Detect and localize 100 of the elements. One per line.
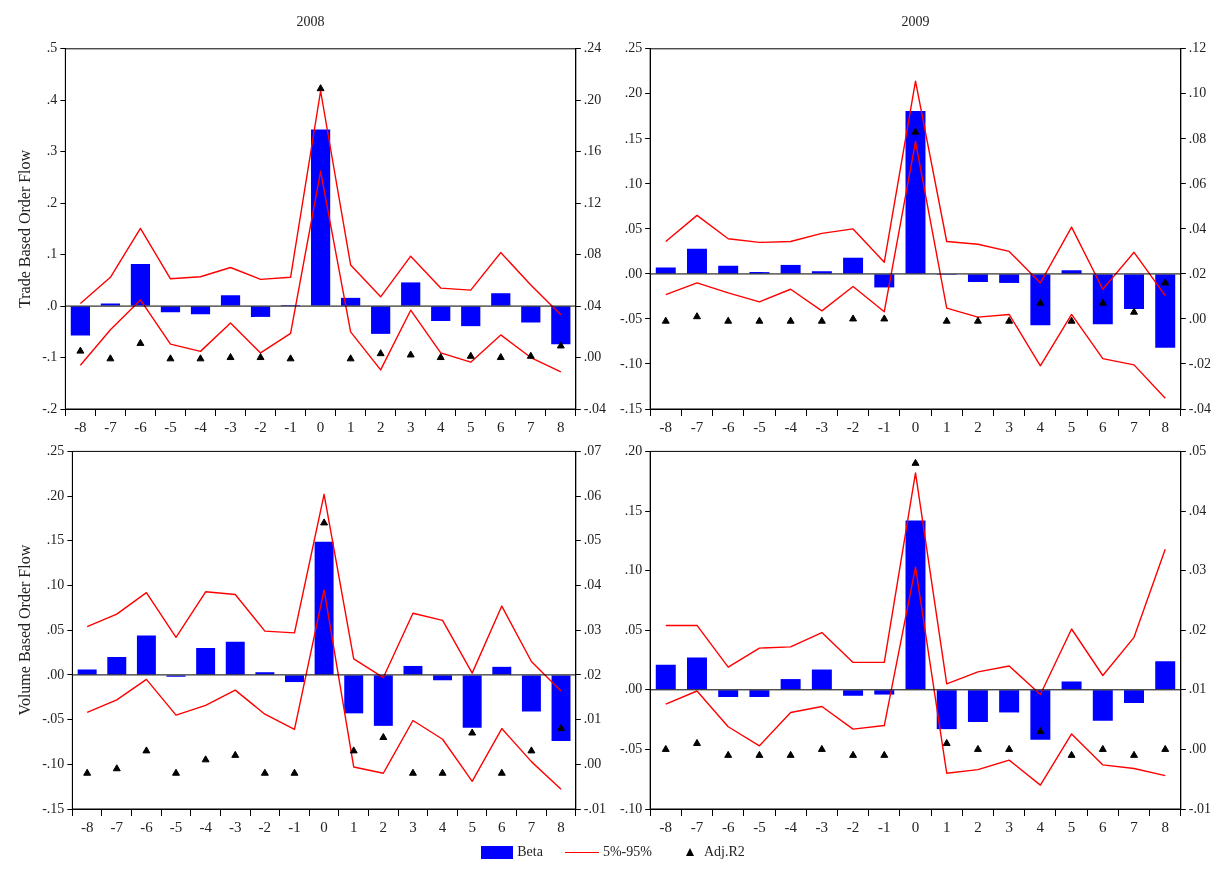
- y2-tick-label: .04: [583, 297, 602, 313]
- x-tick-label: 1: [346, 418, 355, 435]
- y-tick-label: -.05: [42, 711, 65, 727]
- y-tick-label: .20: [624, 443, 643, 459]
- y-axis-title: Trade Based Order Flow: [15, 149, 33, 308]
- y2-tick-label: -.01: [583, 800, 607, 816]
- y-tick-label: -.10: [619, 355, 643, 371]
- x-tick-label: -3: [224, 418, 237, 435]
- y2-tick-label: .04: [583, 577, 602, 593]
- x-tick-label: 5: [1067, 418, 1076, 435]
- y-tick-label: -.10: [619, 800, 643, 816]
- x-tick-label: -6: [134, 418, 148, 435]
- y-tick-label: .0: [46, 297, 58, 313]
- y2-tick-label: .07: [583, 443, 602, 459]
- y2-tick-label: .02: [1188, 621, 1207, 637]
- x-tick-label: -5: [753, 418, 766, 435]
- x-tick-label: -2: [254, 418, 267, 435]
- y-tick-label: .00: [624, 681, 643, 697]
- x-tick-label: 7: [1130, 818, 1139, 835]
- x-tick-label: 3: [406, 418, 415, 435]
- y-tick-label: .15: [46, 532, 65, 548]
- x-tick-label: 8: [557, 418, 565, 435]
- y2-tick-label: -.02: [1188, 355, 1212, 371]
- y2-tick-label: .16: [583, 143, 602, 159]
- x-tick-label: -5: [169, 818, 183, 835]
- x-tick-label: -7: [104, 418, 118, 435]
- y-tick-label: .15: [624, 502, 643, 518]
- x-tick-label: 5: [466, 418, 475, 435]
- x-tick-label: 6: [497, 418, 506, 435]
- y2-tick-label: .06: [583, 487, 602, 503]
- x-tick-label: 4: [438, 818, 447, 835]
- y2-tick-label: .08: [1188, 130, 1207, 146]
- x-tick-label: 1: [942, 418, 951, 435]
- x-tick-label: 4: [436, 418, 445, 435]
- x-tick-label: 3: [1005, 818, 1013, 835]
- y-tick-label: -.10: [42, 755, 65, 771]
- x-tick-label: 8: [557, 818, 565, 835]
- y2-tick-label: .00: [1188, 741, 1207, 757]
- legend-label: Beta: [517, 844, 543, 860]
- x-tick-label: -1: [878, 818, 891, 835]
- y-tick-label: -.05: [619, 741, 643, 757]
- y2-tick-label: .02: [583, 666, 602, 682]
- x-tick-label: -6: [721, 818, 735, 835]
- y-tick-label: -.05: [619, 310, 643, 326]
- x-tick-label: 6: [498, 818, 507, 835]
- y2-tick-label: .00: [583, 755, 602, 771]
- x-tick-label: -5: [164, 418, 177, 435]
- y-tick-label: -.15: [619, 400, 643, 416]
- legend-label: 5%-95%: [602, 844, 652, 860]
- y2-tick-label: .01: [1188, 681, 1207, 697]
- x-tick-label: 1: [942, 818, 951, 835]
- x-tick-label: -8: [80, 818, 94, 835]
- y2-tick-label: -.01: [1188, 800, 1212, 816]
- x-tick-label: -7: [110, 818, 124, 835]
- y-axis-title: Volume Based Order Flow: [15, 544, 33, 716]
- y-tick-label: .25: [46, 443, 65, 459]
- chart-title: 2009: [901, 14, 930, 30]
- y-tick-label: .1: [46, 246, 58, 262]
- y-tick-label: .25: [624, 40, 643, 56]
- y-tick-label: -.1: [42, 349, 58, 365]
- x-tick-label: 5: [468, 818, 476, 835]
- x-tick-label: 0: [911, 818, 920, 835]
- y-tick-label: .00: [624, 265, 643, 281]
- y2-tick-label: .06: [1188, 175, 1207, 191]
- y2-tick-label: .08: [583, 246, 602, 262]
- y2-tick-label: .00: [1188, 310, 1207, 326]
- y2-tick-label: .10: [1188, 85, 1207, 101]
- y-tick-label: .05: [46, 621, 65, 637]
- x-tick-label: 7: [527, 818, 536, 835]
- y-tick-label: -.2: [42, 400, 58, 416]
- x-tick-label: 0: [911, 418, 920, 435]
- x-tick-label: -4: [784, 818, 798, 835]
- y2-tick-label: .05: [583, 532, 602, 548]
- x-tick-label: 3: [1005, 418, 1013, 435]
- x-tick-label: 0: [320, 818, 328, 835]
- x-tick-label: -3: [229, 818, 242, 835]
- y2-tick-label: .24: [583, 40, 602, 56]
- x-tick-label: 7: [1130, 418, 1139, 435]
- x-tick-label: -4: [194, 418, 208, 435]
- y-tick-label: .10: [624, 175, 643, 191]
- y2-tick-label: .20: [583, 91, 602, 107]
- chart-title: 2008: [296, 14, 325, 30]
- y-tick-label: .15: [624, 130, 643, 146]
- x-tick-label: 0: [316, 418, 325, 435]
- y-tick-label: .10: [624, 562, 643, 578]
- x-tick-label: 8: [1161, 418, 1169, 435]
- x-tick-label: -3: [815, 818, 829, 835]
- x-tick-label: -7: [690, 818, 704, 835]
- x-tick-label: 1: [349, 818, 358, 835]
- x-tick-label: -8: [659, 818, 673, 835]
- x-tick-label: -2: [258, 818, 272, 835]
- y-tick-label: .00: [46, 666, 65, 682]
- y-tick-label: .2: [46, 194, 58, 210]
- x-tick-label: 3: [409, 818, 417, 835]
- y2-tick-label: .03: [1188, 562, 1207, 578]
- y2-tick-label: .12: [583, 194, 602, 210]
- x-tick-label: 4: [1036, 818, 1045, 835]
- x-tick-label: 7: [527, 418, 536, 435]
- x-tick-label: -2: [846, 818, 860, 835]
- x-tick-label: -3: [815, 418, 829, 435]
